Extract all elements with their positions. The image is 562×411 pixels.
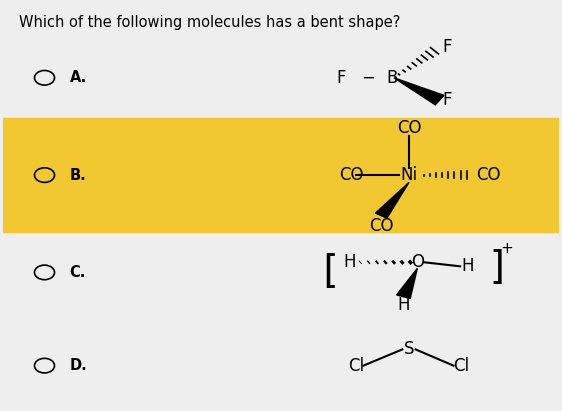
Text: Which of the following molecules has a bent shape?: Which of the following molecules has a b…	[20, 15, 401, 30]
Text: B.: B.	[70, 168, 87, 182]
Text: Cl: Cl	[348, 357, 364, 375]
Text: F: F	[337, 69, 346, 87]
Polygon shape	[375, 182, 409, 218]
Text: C.: C.	[70, 265, 86, 280]
Text: CO: CO	[397, 120, 422, 137]
Text: A.: A.	[70, 70, 87, 85]
Text: H: H	[397, 296, 410, 314]
Text: CO: CO	[339, 166, 364, 184]
Text: S: S	[404, 340, 414, 358]
Text: CO: CO	[369, 217, 393, 235]
Text: O: O	[411, 253, 424, 271]
Text: +: +	[501, 240, 514, 256]
Bar	[3, 118, 559, 232]
Text: Cl: Cl	[454, 357, 470, 375]
Text: F: F	[442, 91, 452, 109]
Polygon shape	[397, 268, 418, 298]
Text: Ni: Ni	[400, 166, 418, 184]
Text: −: −	[362, 69, 375, 87]
Polygon shape	[394, 78, 444, 105]
Text: D.: D.	[70, 358, 87, 373]
Text: ]: ]	[487, 249, 510, 287]
Text: H: H	[343, 253, 356, 271]
Text: H: H	[462, 257, 474, 275]
Text: B: B	[387, 69, 398, 87]
Text: F: F	[442, 38, 452, 56]
Text: CO: CO	[476, 166, 500, 184]
Text: [: [	[317, 254, 341, 291]
